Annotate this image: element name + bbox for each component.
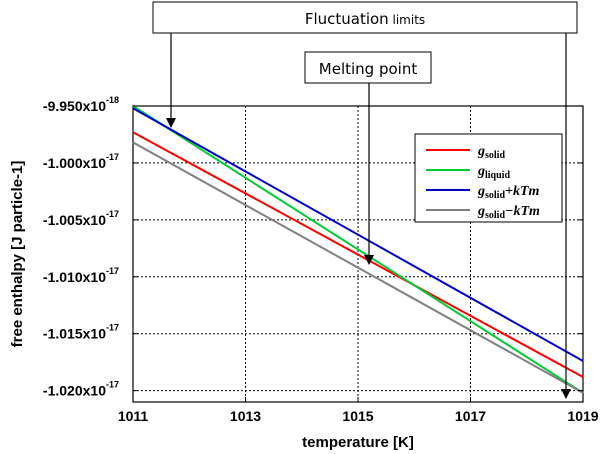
series-line-solid-minus (132, 141, 584, 394)
x-axis-label: temperature [K] (302, 434, 414, 451)
legend-sub-solid-plus: solid (485, 190, 505, 201)
y-tick-mantissa-4: -1.015x10 (43, 326, 106, 342)
x-tick-label-2: 1015 (342, 408, 373, 424)
legend-label-solid: gsolid (477, 144, 505, 161)
y-tick-mantissa-5: -1.020x10 (43, 383, 106, 399)
y-tick-label-1: -1.000x10-17 (43, 152, 119, 171)
legend-suffix-solid-minus: −kTm (505, 204, 540, 219)
y-tick-mantissa-3: -1.010x10 (43, 269, 106, 285)
x-tick-label-1: 1013 (230, 408, 261, 424)
melting-annotation: Melting point (304, 51, 432, 265)
legend-base-solid-minus: g (477, 204, 485, 219)
y-tick-label-0: -9.950x10-18 (43, 95, 119, 114)
y-tick-mantissa-2: -1.005x10 (43, 212, 106, 228)
y-axis-ticks: -9.950x10-18-1.000x10-17-1.005x10-17-1.0… (43, 95, 583, 399)
series-layer (132, 105, 584, 394)
legend-base-liquid: g (477, 164, 485, 179)
y-tick-label-4: -1.015x10-17 (43, 323, 119, 342)
legend-base-solid-plus: g (477, 184, 485, 199)
legend-sub-liquid: liquid (485, 170, 510, 181)
x-tick-label-4: 1019 (567, 408, 598, 424)
legend-box (414, 133, 563, 223)
melting-label: Melting point (319, 60, 418, 78)
fluctuation-label: Fluctuation limits (305, 10, 425, 28)
y-tick-label-2: -1.005x10-17 (43, 209, 119, 228)
legend-label-solid-minus: gsolid−kTm (477, 204, 540, 221)
legend-sub-solid-minus: solid (485, 210, 505, 221)
fluctuation-annotation: Fluctuation limits (152, 1, 578, 399)
legend-sub-solid: solid (485, 150, 505, 161)
y-tick-exponent-4: -17 (106, 323, 119, 333)
legend-label-solid-plus: gsolid+kTm (477, 184, 540, 201)
x-tick-label-0: 1011 (118, 408, 149, 424)
y-tick-exponent-1: -17 (106, 152, 119, 162)
melting-label-box (304, 51, 432, 84)
y-tick-exponent-3: -17 (106, 266, 119, 276)
y-tick-exponent-2: -17 (106, 209, 119, 219)
y-tick-label-3: -1.010x10-17 (43, 266, 119, 285)
y-tick-exponent-5: -17 (106, 380, 119, 390)
y-tick-exponent-0: -18 (106, 95, 119, 105)
x-axis-ticks: 1011 1013 1015 1017 1019 (118, 397, 599, 424)
legend-base-solid: g (477, 144, 485, 159)
legend-suffix-solid-plus: +kTm (505, 184, 540, 199)
y-tick-mantissa-1: -1.000x10 (43, 155, 106, 171)
series-line-solid-plus (132, 107, 584, 362)
x-tick-label-3: 1017 (455, 408, 486, 424)
fluctuation-label-small: limits (389, 13, 425, 27)
series-line-solid (132, 131, 584, 378)
legend-label-liquid: gliquid (477, 164, 510, 181)
series-line-liquid (132, 105, 584, 394)
y-tick-label-5: -1.020x10-17 (43, 380, 119, 399)
fluctuation-label-main: Fluctuation (305, 10, 389, 28)
y-tick-mantissa-0: -9.950x10 (43, 98, 106, 114)
y-axis-label: free enthalpy [J particle-1] (9, 161, 26, 348)
fluctuation-label-box (152, 1, 578, 34)
